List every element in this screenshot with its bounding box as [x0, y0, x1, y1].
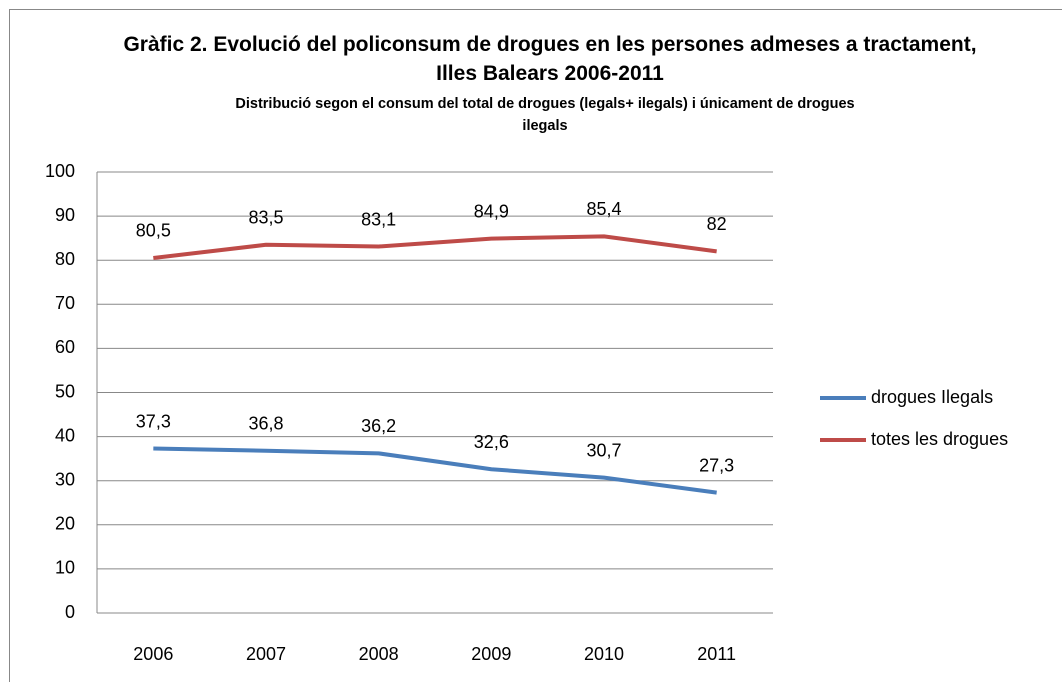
legend-label: drogues Ilegals: [871, 387, 993, 407]
x-tick-label: 2007: [246, 644, 286, 664]
data-label: 83,5: [248, 208, 283, 228]
data-label: 36,2: [361, 416, 396, 436]
y-tick-label: 70: [55, 293, 75, 313]
data-label: 82: [707, 214, 727, 234]
data-label: 85,4: [586, 199, 621, 219]
y-tick-label: 80: [55, 249, 75, 269]
y-tick-label: 40: [55, 425, 75, 445]
x-tick-label: 2008: [359, 644, 399, 664]
y-tick-label: 100: [45, 161, 75, 181]
data-label: 30,7: [586, 440, 621, 460]
y-tick-label: 20: [55, 514, 75, 534]
y-tick-label: 30: [55, 469, 75, 489]
data-label: 32,6: [474, 432, 509, 452]
x-tick-label: 2010: [584, 644, 624, 664]
x-tick-label: 2006: [133, 644, 173, 664]
data-label: 84,9: [474, 201, 509, 221]
data-label: 80,5: [136, 221, 171, 241]
legend-label: totes les drogues: [871, 429, 1008, 449]
y-tick-label: 60: [55, 337, 75, 357]
chart-subtitle: Distribució segon el consum del total de…: [235, 96, 855, 134]
chart-border: [9, 9, 1062, 682]
series-line: [153, 234, 717, 260]
data-label: 36,8: [248, 413, 283, 433]
x-tick-label: 2009: [471, 644, 511, 664]
series-line: [153, 446, 717, 495]
data-label: 37,3: [136, 411, 171, 431]
y-tick-label: 50: [55, 381, 75, 401]
data-label: 83,1: [361, 209, 396, 229]
y-tick-label: 10: [55, 558, 75, 578]
y-tick-label: 90: [55, 205, 75, 225]
chart-title: Gràfic 2. Evolució del policonsum de dro…: [123, 33, 977, 85]
data-label: 27,3: [699, 455, 734, 475]
x-tick-label: 2011: [697, 644, 736, 664]
y-tick-label: 0: [65, 602, 75, 622]
